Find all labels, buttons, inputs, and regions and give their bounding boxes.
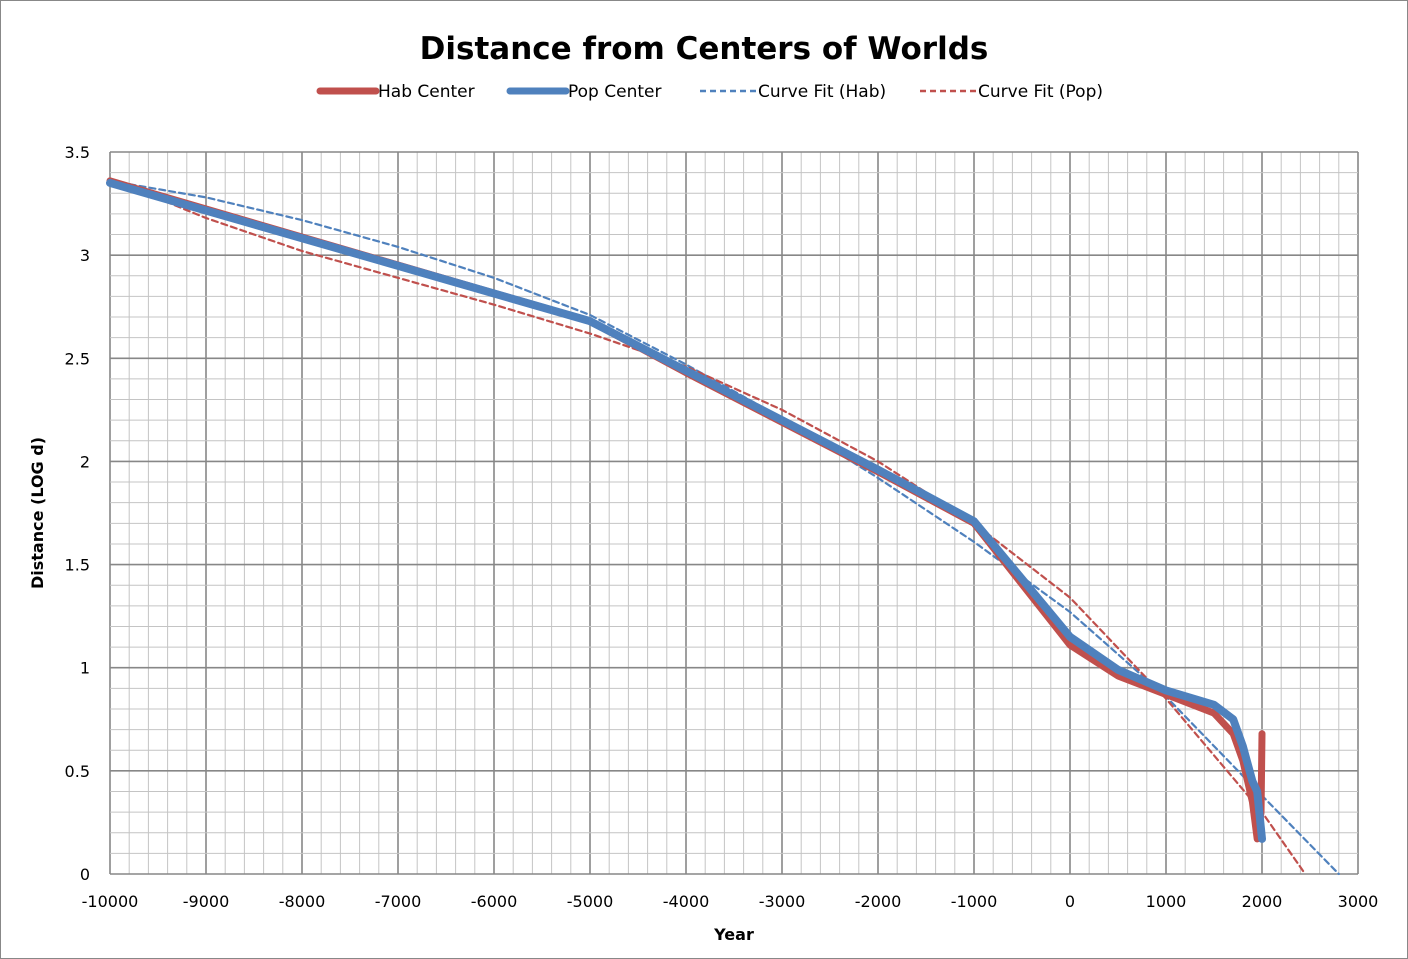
legend-label: Curve Fit (Hab) <box>758 82 886 102</box>
x-tick-label: -9000 <box>183 892 230 911</box>
x-tick-label: 1000 <box>1146 892 1187 911</box>
x-tick-label: -5000 <box>567 892 614 911</box>
y-axis-label: Distance (LOG d) <box>28 437 47 589</box>
series-lines <box>106 177 1340 876</box>
tick-labels: -10000 -9000 -8000 -7000 -6000 -5000 -4000 -300… <box>65 143 1379 911</box>
chart-title: Distance from Centers of Worlds <box>420 31 989 67</box>
x-tick-label: -10000 <box>82 892 139 911</box>
y-tick-label: 0.5 <box>65 762 90 781</box>
grid <box>109 151 1359 875</box>
legend-label: Curve Fit (Pop) <box>978 82 1103 102</box>
y-tick-label: 2.5 <box>65 349 90 368</box>
series-line-curve-fit-pop <box>108 177 1307 876</box>
y-tick-label: 3 <box>80 246 90 265</box>
y-tick-label: 0 <box>80 865 90 884</box>
x-axis-label: Year <box>713 925 754 944</box>
x-tick-label: -3000 <box>759 892 806 911</box>
legend: Hab Center Pop Center Curve Fit (Hab) Curve… <box>316 82 1103 102</box>
x-tick-label: -8000 <box>279 892 326 911</box>
x-tick-label: -6000 <box>471 892 518 911</box>
y-tick-label: 1.5 <box>65 556 90 575</box>
y-tick-label: 2 <box>80 452 90 471</box>
y-tick-label: 1 <box>80 659 90 678</box>
series-line-pop-center <box>106 178 1266 843</box>
x-tick-label: 3000 <box>1338 892 1379 911</box>
x-tick-label: 2000 <box>1242 892 1283 911</box>
y-tick-label: 3.5 <box>65 143 90 162</box>
x-tick-label: -7000 <box>375 892 422 911</box>
x-tick-label: -2000 <box>855 892 902 911</box>
x-tick-label: -4000 <box>663 892 710 911</box>
x-tick-label: -1000 <box>951 892 998 911</box>
x-tick-label: 0 <box>1065 892 1075 911</box>
legend-label: Hab Center <box>378 82 475 102</box>
legend-label: Pop Center <box>568 82 661 102</box>
